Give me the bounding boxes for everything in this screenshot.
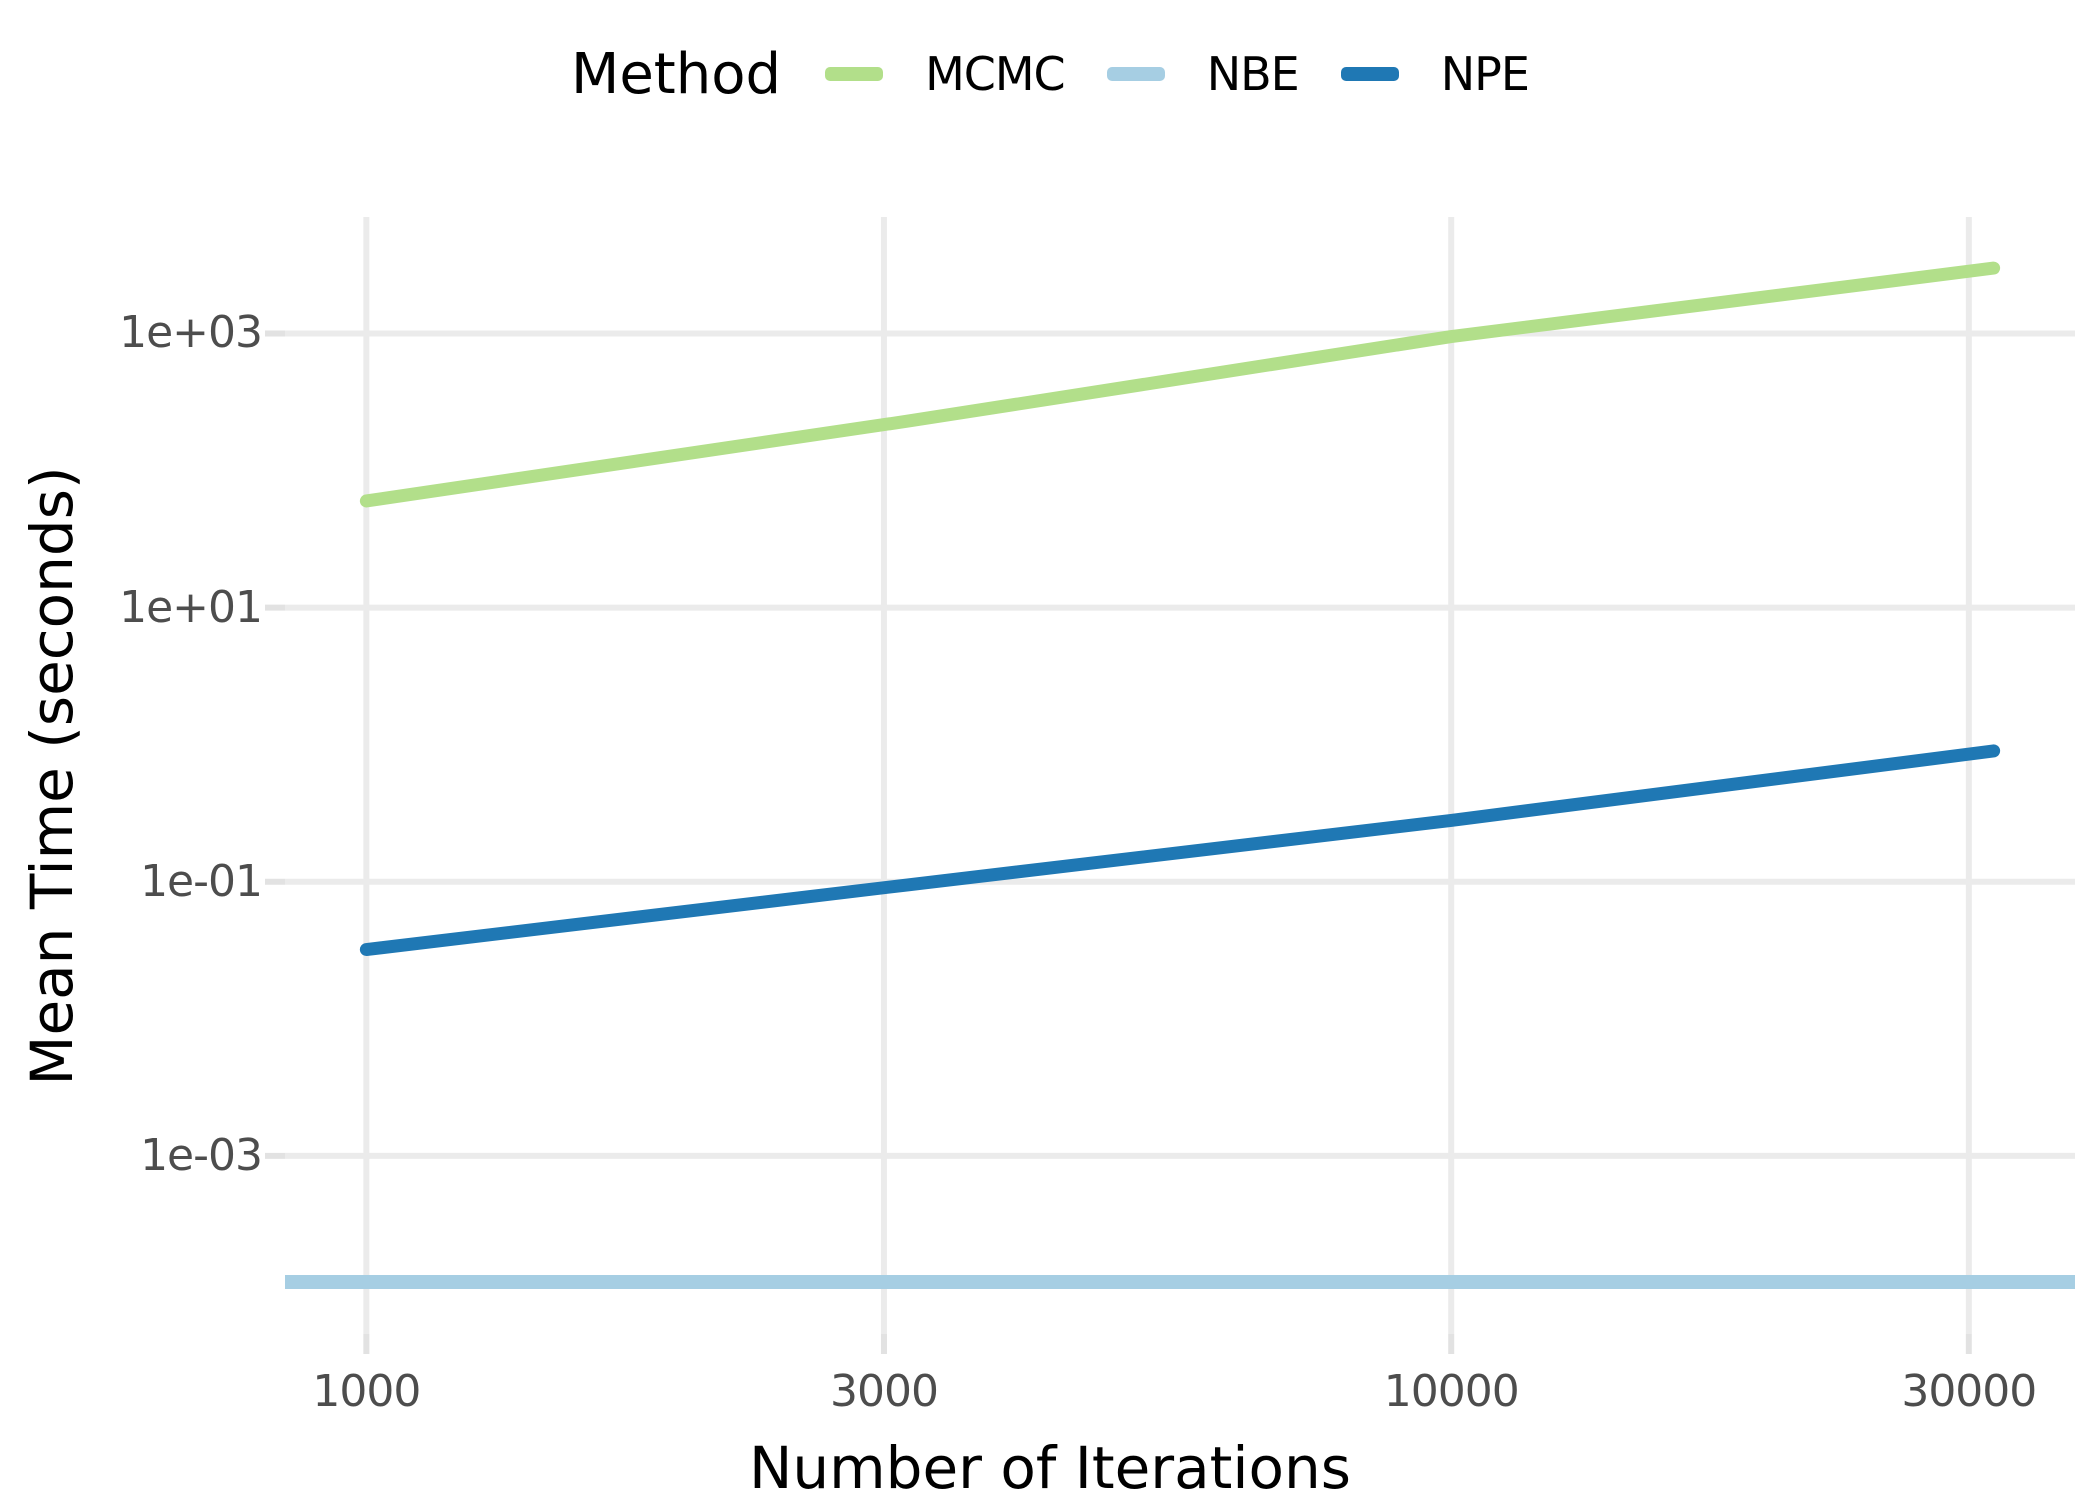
legend-swatch-NPE bbox=[1340, 67, 1399, 81]
y-tick-label-1e-01: 1e-01 bbox=[140, 855, 263, 907]
grid-layer bbox=[285, 217, 2075, 1334]
series-layer bbox=[285, 261, 2075, 1290]
y-tick-label-1e+01: 1e+01 bbox=[119, 581, 263, 633]
legend-label-NBE: NBE bbox=[1206, 47, 1300, 101]
x-tick-label-1000: 1000 bbox=[312, 1366, 421, 1417]
legend-item-NPE: NPE bbox=[1340, 47, 1530, 101]
y-tick-label-1e+03: 1e+03 bbox=[119, 307, 263, 359]
legend-item-MCMC: MCMC bbox=[825, 47, 1066, 101]
legend-label-MCMC: MCMC bbox=[925, 47, 1066, 101]
x-axis-title: Number of Iterations bbox=[748, 1434, 1351, 1500]
legend-swatch-NBE bbox=[1106, 67, 1165, 81]
x-tick-label-10000: 10000 bbox=[1383, 1366, 1520, 1417]
legend-swatch-MCMC bbox=[825, 67, 884, 81]
axis-tick-layer bbox=[265, 330, 1972, 1354]
legend: Method MCMC NBE NPE bbox=[0, 34, 2100, 114]
series-line-MCMC bbox=[359, 261, 2001, 508]
x-tick-label-3000: 3000 bbox=[829, 1366, 939, 1417]
legend-title: Method bbox=[571, 41, 782, 107]
legend-item-NBE: NBE bbox=[1106, 47, 1300, 101]
x-tick-label-30000: 30000 bbox=[1901, 1366, 2037, 1417]
y-axis-title: Mean Time (seconds) bbox=[18, 466, 86, 1086]
legend-label-NPE: NPE bbox=[1440, 47, 1530, 101]
series-line-NPE bbox=[359, 744, 2001, 957]
y-tick-label-1e-03: 1e-03 bbox=[140, 1129, 263, 1181]
